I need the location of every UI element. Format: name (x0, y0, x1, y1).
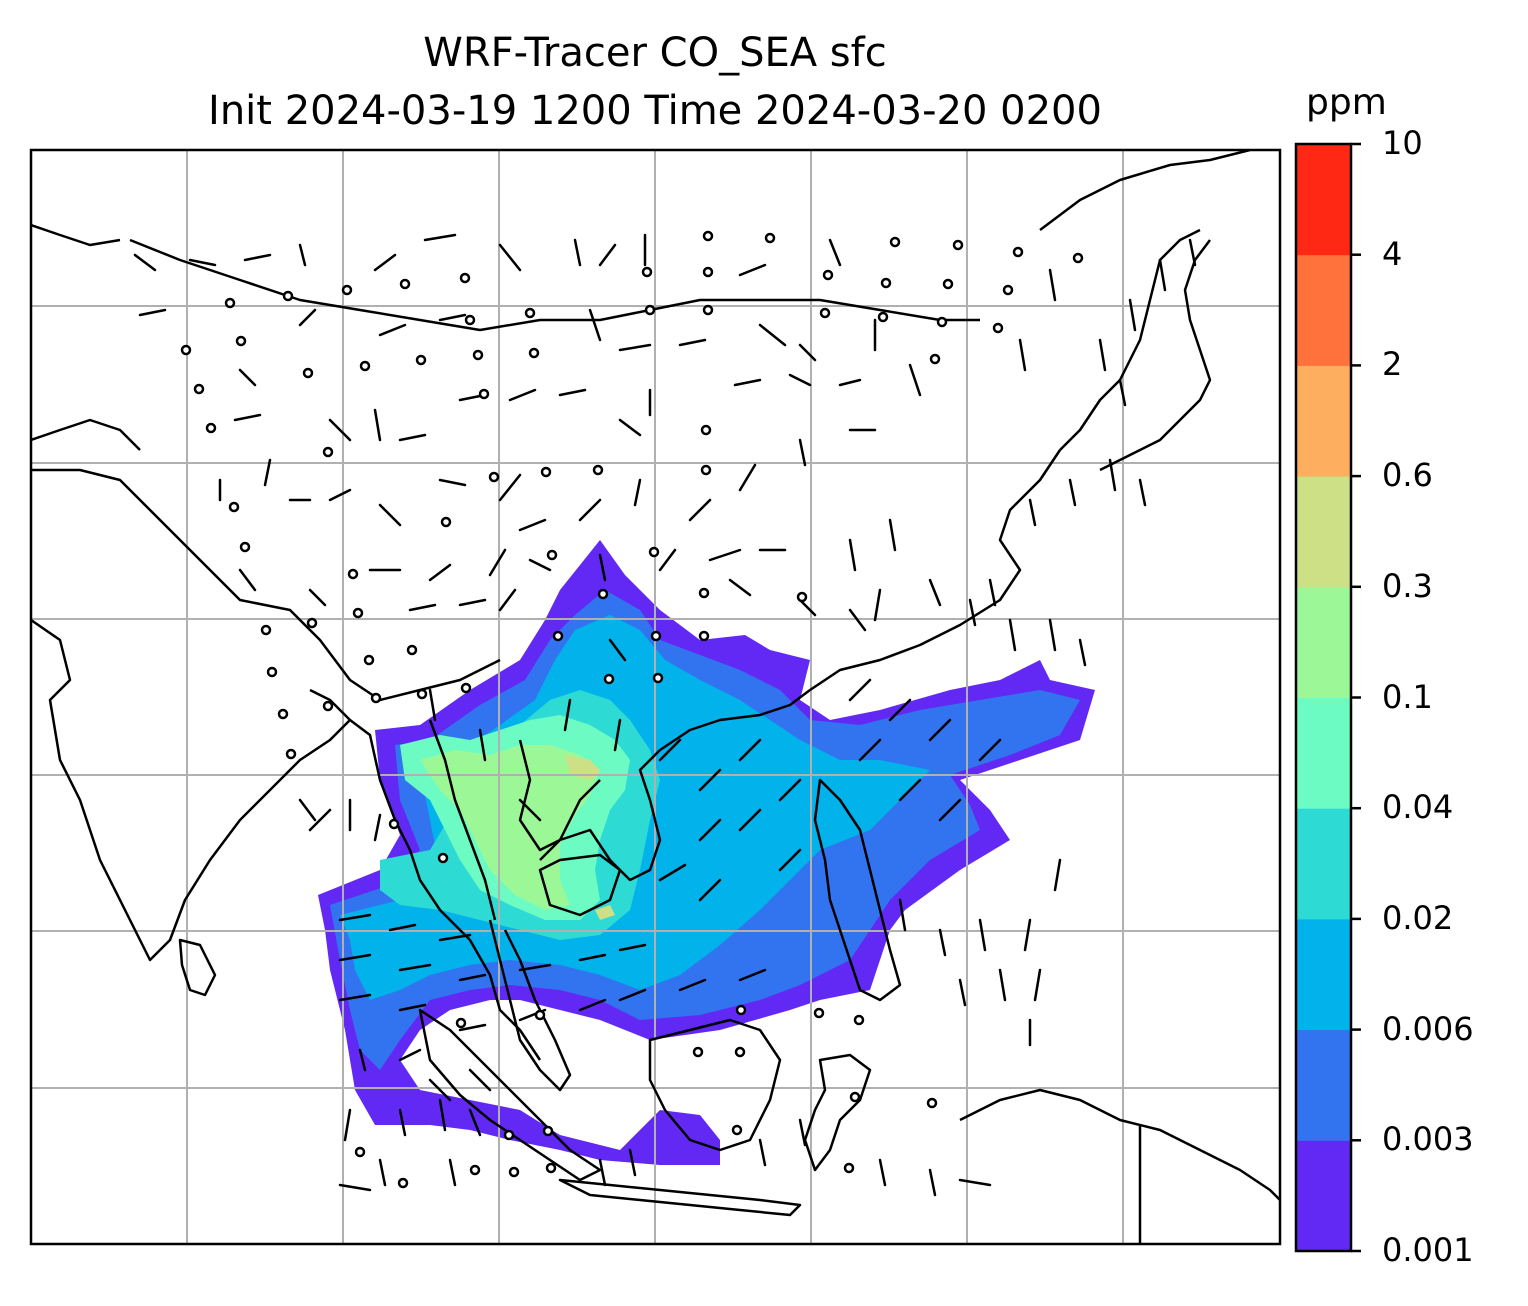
colorbar-tick-label: 0.006 (1382, 1009, 1474, 1048)
sulawesi (803, 1053, 872, 1172)
russia-coast (1039, 150, 1251, 231)
sri-lanka (178, 938, 217, 997)
colorbar-tick-label: 10 (1382, 124, 1423, 162)
afghan-border (31, 418, 141, 451)
colorbar-segment (1296, 586, 1351, 698)
colorbar-tick-label: 0.3 (1382, 566, 1433, 605)
malay-peninsula (488, 919, 572, 1092)
colorbar-segment (1296, 1140, 1351, 1252)
colorbar-segment (1296, 808, 1351, 920)
title-line-2: Init 2024-03-19 1200 Time 2024-03-20 020… (208, 88, 1102, 134)
colorbar-tick-label: 2 (1382, 345, 1403, 384)
colorbar-tick-label: 4 (1382, 234, 1403, 273)
colorbar-segment (1296, 697, 1351, 809)
borneo (648, 1018, 782, 1152)
japan (1099, 239, 1212, 472)
indochina-coast (539, 689, 811, 882)
wind-barbs (133, 233, 1197, 1197)
plume-level-7b (595, 905, 615, 920)
colorbar-tick-label: 0.02 (1382, 898, 1454, 937)
colorbar-segment (1296, 918, 1351, 1031)
plume-level-6 (420, 745, 600, 910)
colorbar-tick-label: 0.1 (1382, 677, 1433, 716)
colorbar-unit: ppm (1306, 82, 1387, 123)
colorbar-segment (1296, 476, 1351, 588)
colorbar-tick-label: 0.003 (1382, 1120, 1474, 1159)
colorbar-segment (1296, 254, 1351, 366)
philippines (813, 778, 902, 1002)
myanmar (428, 719, 497, 921)
colorbar-frame (1294, 142, 1353, 1253)
colorbar-tick-label: 0.6 (1382, 456, 1433, 495)
coastlines (31, 150, 1280, 1244)
calm-markers (180, 230, 1084, 1189)
kazakh-border (31, 223, 121, 247)
colorbar-tick-label: 0.001 (1382, 1231, 1474, 1269)
mongolia-border (129, 238, 980, 332)
title-line-1: WRF-Tracer CO_SEA sfc (423, 30, 887, 76)
java (558, 1178, 802, 1217)
colorbar (1296, 142, 1361, 1253)
colorbar-segment (1296, 365, 1351, 477)
map-panel (31, 150, 1280, 1244)
laos-vietnam (518, 739, 601, 852)
sumatra (418, 1008, 602, 1182)
korea (1059, 228, 1201, 451)
gridlines (31, 150, 1280, 1244)
india-coast (31, 618, 352, 962)
colorbar-segment (1296, 1029, 1351, 1141)
cambodia (538, 853, 622, 917)
colorbar-tick-label: 0.04 (1382, 788, 1454, 827)
map-frame (29, 148, 1282, 1246)
plume-level-7 (565, 755, 600, 780)
bay-east-coast (349, 719, 542, 1061)
china-south-coast (809, 449, 1062, 692)
colorbar-segment (1296, 144, 1351, 256)
